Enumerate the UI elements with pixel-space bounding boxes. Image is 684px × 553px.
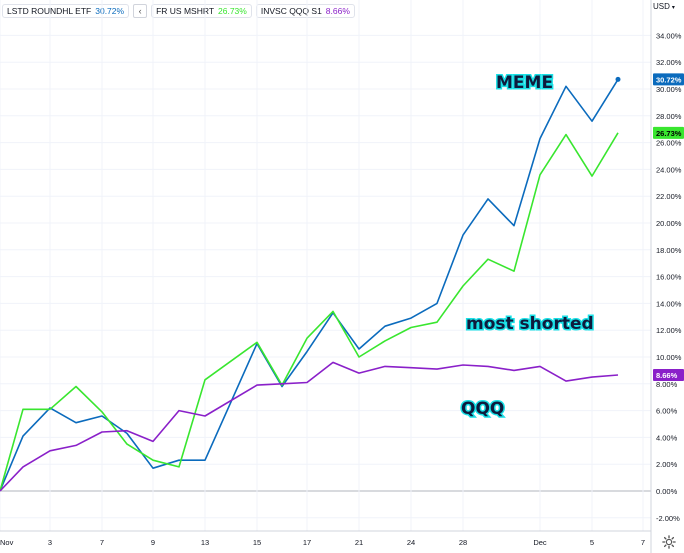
last-value-labels: 30.72% 26.73% 8.66%	[653, 73, 684, 381]
last-value-label: 30.72%	[656, 75, 682, 84]
y-tick-label: 2.00%	[656, 460, 678, 469]
legend-series-label: LSTD ROUNDHL ETF	[7, 6, 92, 16]
series-last-point	[615, 76, 621, 82]
last-value-label: 8.66%	[656, 371, 678, 380]
last-value-badge	[653, 368, 684, 381]
y-tick-label: 8.00%	[656, 380, 678, 389]
y-tick-label: 6.00%	[656, 407, 678, 416]
chevron-down-icon: ▾	[671, 5, 675, 11]
y-tick-label: 0.00%	[656, 487, 678, 496]
x-tick-label: 17	[303, 538, 311, 547]
last-value-label: 26.73%	[656, 129, 682, 138]
collapse-legend-button[interactable]: ‹	[133, 4, 148, 18]
annotation-most-shorted: most shorted	[466, 314, 594, 334]
x-tick-label: 24	[407, 538, 415, 547]
grid-lines	[0, 0, 651, 531]
y-tick-label: 18.00%	[656, 246, 682, 255]
y-axis-ticks: 34.00% 32.00% 30.00% 28.00% 26.00% 24.00% 22.0…	[656, 31, 682, 522]
x-tick-label: 21	[355, 538, 363, 547]
x-tick-label: 3	[48, 538, 52, 547]
x-tick-label: 7	[641, 538, 645, 547]
y-tick-label: 14.00%	[656, 299, 682, 308]
gear-icon[interactable]	[662, 535, 676, 549]
x-tick-label: 7	[100, 538, 104, 547]
y-tick-label: -2.00%	[656, 514, 680, 523]
currency-label: USD	[653, 2, 670, 11]
legend-item-lstd-roundhl-etf[interactable]: LSTD ROUNDHL ETF 30.72%	[2, 4, 130, 18]
legend-series-value: 26.73%	[218, 6, 247, 16]
y-tick-label: 16.00%	[656, 273, 682, 282]
y-tick-label: 22.00%	[656, 192, 682, 201]
x-tick-label: 5	[590, 538, 594, 547]
x-tick-label: Dec	[533, 538, 547, 547]
series-line[interactable]	[0, 78, 619, 492]
series-line[interactable]	[0, 361, 619, 492]
chart-annotations: MEME most shorted QQQ	[460, 72, 596, 421]
y-tick-label: 26.00%	[656, 139, 682, 148]
last-value-badge	[653, 126, 684, 139]
series-lines	[0, 76, 621, 492]
annotation-meme: MEME	[496, 73, 553, 93]
legend-series-value: 8.66%	[325, 6, 350, 16]
y-tick-label: 20.00%	[656, 219, 682, 228]
x-axis-ticks: Nov 3 7 9 13 15 17 21 24 28 Dec 5 7	[0, 538, 645, 547]
series-line[interactable]	[0, 132, 619, 492]
y-tick-label: 24.00%	[656, 165, 682, 174]
annotation-qqq: QQQ	[461, 399, 504, 419]
y-tick-label: 32.00%	[656, 58, 682, 67]
legend-item-invsc-qqq-s1[interactable]: INVSC QQQ S1 8.66%	[255, 4, 355, 18]
currency-selector[interactable]: USD ▾	[653, 2, 675, 11]
legend-series-value: 30.72%	[95, 6, 125, 16]
y-tick-label: 28.00%	[656, 112, 682, 121]
y-tick-label: 30.00%	[656, 85, 682, 94]
x-tick-label: 9	[151, 538, 155, 547]
x-tick-label: Nov	[0, 538, 14, 547]
x-tick-label: 13	[201, 538, 209, 547]
y-tick-label: 10.00%	[656, 353, 682, 362]
legend-series-label: FR US MSHRT	[156, 6, 215, 16]
x-tick-label: 28	[459, 538, 467, 547]
y-tick-label: 4.00%	[656, 433, 678, 442]
legend-series-label: INVSC QQQ S1	[260, 6, 322, 16]
x-tick-label: 15	[253, 538, 261, 547]
y-tick-label: 34.00%	[656, 31, 682, 40]
y-tick-label: 12.00%	[656, 326, 682, 335]
last-value-badge	[653, 73, 684, 86]
chart-legend: LSTD ROUNDHL ETF 30.72% ‹ FR US MSHRT 26…	[2, 3, 355, 19]
legend-item-fr-us-mshrt[interactable]: FR US MSHRT 26.73%	[151, 4, 252, 18]
